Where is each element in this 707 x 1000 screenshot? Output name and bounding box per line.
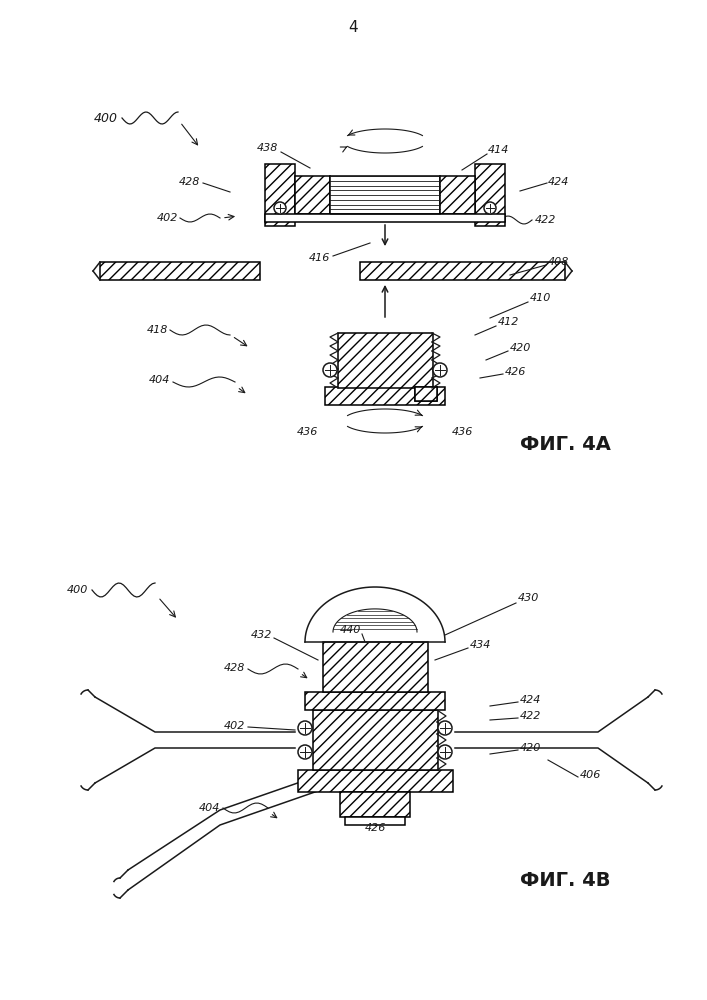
Text: 404: 404 [199, 803, 220, 813]
Text: 426: 426 [505, 367, 527, 377]
Text: 432: 432 [250, 630, 272, 640]
Circle shape [323, 363, 337, 377]
Text: 414: 414 [488, 145, 509, 155]
Bar [330, 176, 440, 214]
Text: 434: 434 [470, 640, 491, 650]
Text: 416: 416 [309, 253, 330, 263]
Text: 430: 430 [518, 593, 539, 603]
Text: 410: 410 [530, 293, 551, 303]
Text: 402: 402 [157, 213, 178, 223]
Text: 408: 408 [548, 257, 569, 267]
Bar [475, 164, 505, 226]
Text: 412: 412 [498, 317, 520, 327]
Text: 4: 4 [348, 20, 358, 35]
Bar [323, 642, 428, 692]
Bar [298, 770, 453, 792]
Circle shape [438, 721, 452, 735]
Bar [440, 176, 475, 214]
Bar [340, 792, 410, 817]
Circle shape [438, 745, 452, 759]
Text: 406: 406 [580, 770, 602, 780]
Text: ФИГ. 4А: ФИГ. 4А [520, 436, 611, 454]
Text: 440: 440 [340, 625, 361, 635]
Bar [360, 262, 565, 280]
Bar [265, 214, 505, 222]
Text: 424: 424 [548, 177, 569, 187]
Text: 438: 438 [257, 143, 278, 153]
Bar [325, 387, 445, 405]
Text: 402: 402 [223, 721, 245, 731]
Bar [313, 710, 438, 770]
Text: 404: 404 [148, 375, 170, 385]
Text: ФИГ. 4В: ФИГ. 4В [520, 870, 611, 890]
Text: 418: 418 [146, 325, 168, 335]
Text: 400: 400 [94, 111, 118, 124]
Circle shape [484, 202, 496, 214]
Circle shape [274, 202, 286, 214]
Text: 420: 420 [510, 343, 532, 353]
Text: 436: 436 [297, 427, 318, 437]
Bar [265, 164, 295, 226]
Text: 426: 426 [364, 823, 386, 833]
Circle shape [433, 363, 447, 377]
Text: 422: 422 [520, 711, 542, 721]
Bar [295, 176, 330, 214]
Circle shape [298, 745, 312, 759]
Text: 400: 400 [66, 585, 88, 595]
Bar [100, 262, 260, 280]
Bar [415, 387, 437, 401]
Bar [338, 333, 433, 388]
Text: 422: 422 [535, 215, 556, 225]
Bar [345, 817, 405, 825]
Text: 424: 424 [520, 695, 542, 705]
Bar [305, 692, 445, 710]
Text: 428: 428 [179, 177, 200, 187]
Text: 420: 420 [520, 743, 542, 753]
Text: 436: 436 [452, 427, 474, 437]
Bar [415, 387, 437, 401]
Circle shape [298, 721, 312, 735]
Text: 428: 428 [223, 663, 245, 673]
